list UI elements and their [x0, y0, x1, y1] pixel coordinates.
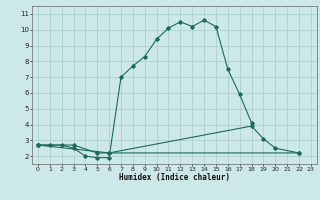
X-axis label: Humidex (Indice chaleur): Humidex (Indice chaleur) [119, 173, 230, 182]
